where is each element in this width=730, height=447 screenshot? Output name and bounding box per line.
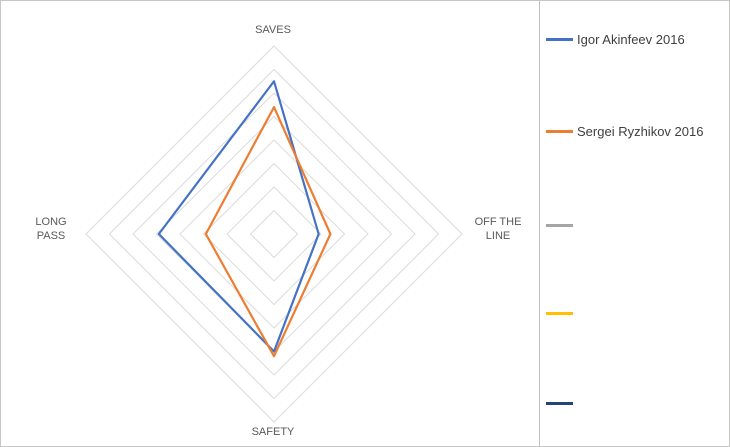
legend-item[interactable]: Sergei Ryzhikov 2016 [546,123,703,139]
legend-label: Igor Akinfeev 2016 [577,31,685,47]
chart-legend: Igor Akinfeev 2016 Sergei Ryzhikov 2016 [539,1,729,446]
legend-swatch [546,129,573,133]
radar-chart [85,45,463,423]
grid-ring [226,186,322,282]
series-polygon [157,80,320,353]
legend-swatch [546,401,573,405]
legend-label: Sergei Ryzhikov 2016 [577,123,704,139]
series-polygon [204,105,332,358]
axis-label-long-pass: LONG PASS [35,216,67,243]
grid-ring [108,68,440,400]
legend-item[interactable] [546,305,577,321]
legend-swatch [546,311,573,315]
grid-ring [179,139,369,329]
axis-label-off-the-line: OFF THE LINE [474,216,522,243]
grid-ring [202,162,346,306]
legend-swatch [546,37,573,41]
legend-item[interactable]: Igor Akinfeev 2016 [546,31,685,47]
axis-label-safety: SAFETY [251,426,295,438]
legend-item[interactable] [546,217,577,233]
legend-item[interactable] [546,395,577,411]
legend-swatch [546,223,573,227]
axis-label-saves: SAVES [255,24,291,36]
radar-plot-area: SAVES OFF THE LINE SAFETY LONG PASS [1,1,539,446]
grid-ring [249,209,299,259]
grid-ring [85,45,463,423]
grid-ring [132,92,416,376]
